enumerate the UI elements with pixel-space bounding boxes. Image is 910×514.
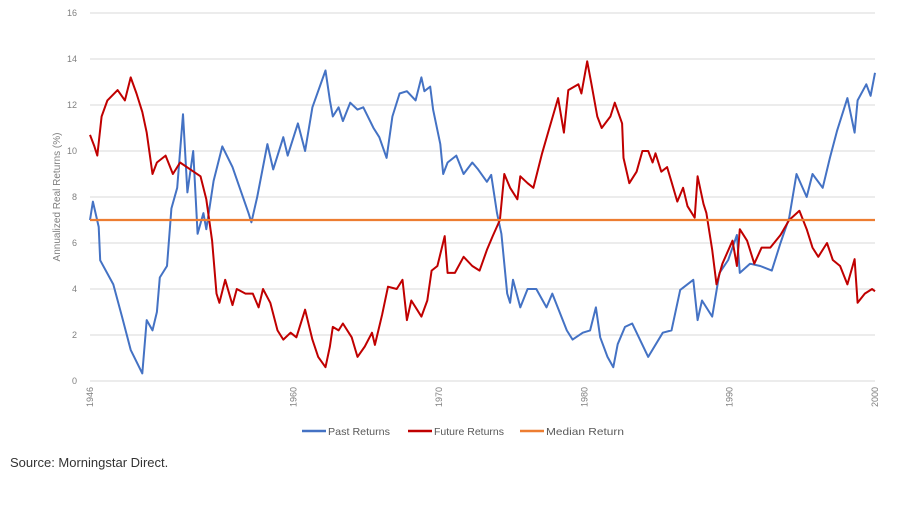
legend-label: Past Returns [328,426,390,438]
y-tick-label: 4 [72,284,77,294]
series-lines [89,60,876,375]
y-axis-ticks: 0 2 4 6 8 10 12 14 16 [67,8,77,386]
legend-item: Future Returns [408,426,504,438]
legend-label: Future Returns [434,426,504,438]
legend-item: Past Returns [302,426,390,438]
legend-label: Median Return [546,426,624,438]
y-tick-label: 16 [67,8,77,18]
y-tick-label: 2 [72,330,77,340]
source-note: Source: Morningstar Direct. [10,455,168,470]
legend: Past Returns Future Returns Median Return [302,426,624,438]
y-tick-label: 14 [67,54,77,64]
x-tick-label: 1990 [725,387,735,407]
y-tick-label: 6 [72,238,77,248]
y-axis-title: Annualized Real Returns (%) [52,133,63,262]
gridlines [90,12,875,382]
legend-item: Median Return [520,426,624,438]
series-line-future-returns [89,60,876,369]
y-tick-label: 8 [72,192,77,202]
x-tick-label: 1970 [434,387,444,407]
x-tick-label: 1980 [579,387,589,407]
x-tick-label: 1960 [289,387,299,407]
x-tick-label: 1946 [85,387,95,407]
y-tick-label: 0 [72,376,77,386]
y-tick-label: 12 [67,100,77,110]
x-axis-ticks: 1946 1960 1970 1980 1990 2000 [85,387,880,407]
series-line-past-returns [89,69,876,375]
y-tick-label: 10 [67,146,77,156]
x-tick-label: 2000 [870,387,880,407]
